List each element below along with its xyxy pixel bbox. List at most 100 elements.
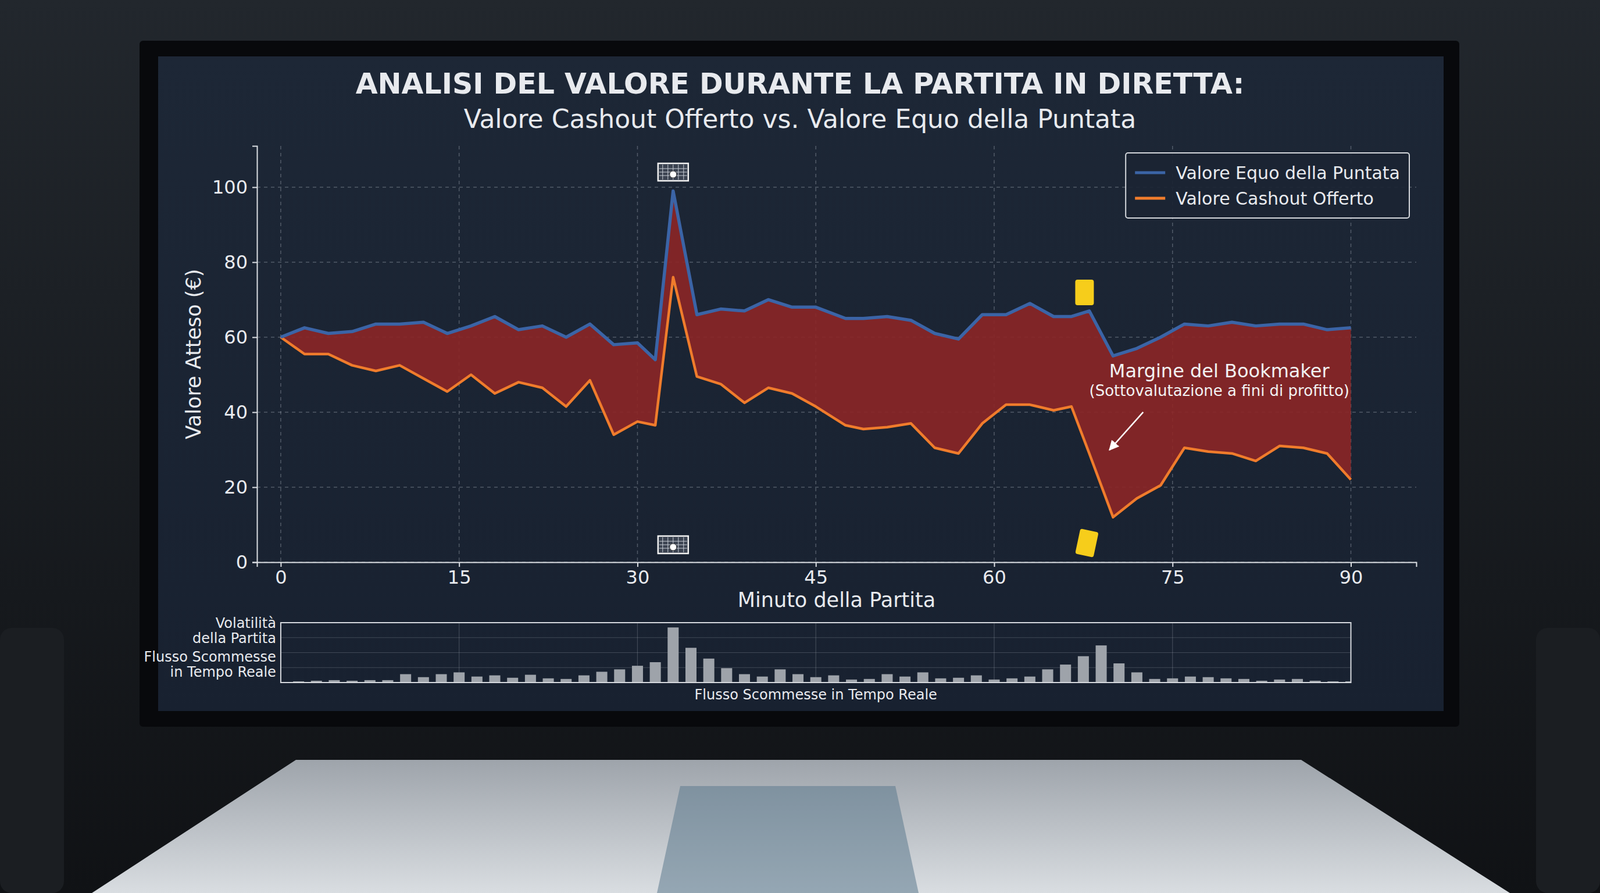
grid (280, 622, 1352, 683)
tick-label: 60 (223, 326, 248, 349)
tick: 0 (275, 562, 287, 589)
bar (1042, 669, 1054, 683)
bar (613, 669, 625, 683)
bar (827, 675, 839, 683)
tick: 80 (223, 251, 257, 274)
bar (703, 658, 715, 683)
bar (400, 674, 412, 683)
tick-label: 0 (275, 566, 287, 589)
goal-icon (658, 536, 689, 554)
y-axis-title: Valore Atteso (€) (181, 269, 206, 440)
table-glass (656, 786, 919, 893)
panel-label-line: Volatilità (215, 615, 277, 632)
bar (952, 677, 964, 683)
series-line (280, 277, 1352, 518)
tick-label: 80 (223, 251, 248, 274)
bar (543, 678, 555, 683)
bar (1059, 664, 1071, 683)
legend-swatch (1134, 197, 1166, 200)
yellow-card-icon (1075, 528, 1099, 558)
bar (917, 672, 929, 683)
bars (293, 627, 1351, 683)
bar (1006, 678, 1018, 683)
tick-label: 100 (212, 176, 248, 199)
chair-left (0, 627, 64, 893)
bar (1077, 656, 1089, 683)
yellow-card-icon (1075, 279, 1094, 306)
chair-right (1536, 627, 1600, 893)
plot-area (280, 190, 1352, 517)
chart-title: ANALISI DEL VALORE DURANTE LA PARTITA IN… (355, 67, 1245, 101)
tick-mark (252, 411, 257, 413)
tick-label: 30 (626, 566, 650, 589)
bar (631, 665, 644, 683)
bar (1184, 676, 1196, 683)
bar (792, 674, 804, 683)
bar (934, 678, 946, 683)
bar (1202, 677, 1214, 683)
grid-line-y (256, 486, 1417, 488)
bar (489, 675, 501, 683)
tick: 45 (804, 562, 828, 589)
x-axis-title: Minuto della Partita (737, 588, 936, 612)
bar (650, 662, 662, 683)
bar (970, 675, 982, 683)
tick: 90 (1339, 562, 1364, 589)
margin-area (280, 190, 1352, 517)
legend: Valore Equo della PuntataValore Cashout … (1125, 152, 1410, 219)
tick-label: 20 (223, 476, 248, 499)
bar (578, 675, 590, 683)
goal-frame (658, 163, 689, 181)
legend-box (1125, 152, 1410, 219)
grid-line-x (280, 145, 282, 563)
goal-frame (658, 536, 689, 554)
goal-ball (669, 170, 677, 178)
tick: 40 (223, 401, 257, 424)
bar (1220, 678, 1232, 683)
bar (453, 672, 465, 683)
tick-label: 40 (223, 401, 248, 424)
bar (525, 675, 537, 683)
goal-net (659, 168, 688, 170)
tick: 0 (236, 551, 257, 574)
annotation-text: Margine del Bookmaker (1109, 359, 1331, 382)
yellow-card (1075, 528, 1099, 558)
monitor-frame (139, 40, 1460, 727)
events (658, 163, 1099, 558)
bar (1166, 678, 1178, 683)
tick: 15 (447, 562, 472, 589)
bar (667, 627, 679, 683)
tick-mark (252, 186, 257, 188)
yellow-card (1075, 279, 1094, 306)
tick-mark (252, 336, 257, 338)
annotation-subtext: (Sottovalutazione a fini di profitto) (1089, 381, 1350, 400)
grid (256, 145, 1417, 563)
chart-svg: ANALISI DEL VALORE DURANTE LA PARTITA IN… (0, 0, 1600, 893)
tick-label: 15 (447, 566, 472, 589)
panel-label: Volatilitàdella Partita (192, 615, 277, 647)
grid-line-x (993, 622, 995, 683)
bar (506, 677, 519, 683)
bar (756, 676, 769, 683)
table (91, 759, 1510, 893)
axis: 0 20 40 60 80 100 (212, 146, 258, 574)
grid-line-x (1172, 622, 1173, 683)
tick: 75 (1161, 562, 1185, 589)
grid-line-x (815, 622, 817, 683)
tick-label: 60 (982, 566, 1007, 589)
bar (1024, 676, 1036, 683)
legend-swatch (1134, 171, 1166, 175)
axis-line (252, 146, 258, 563)
tick: 30 (626, 562, 650, 589)
axis-line (257, 562, 1417, 568)
bar (596, 671, 608, 683)
panel-label-line: Flusso Scommesse (143, 648, 276, 666)
chart-root: ANALISI DEL VALORE DURANTE LA PARTITA IN… (0, 0, 1600, 893)
panel-label: Flusso Scommessein Tempo Reale (143, 648, 276, 681)
tick-label: 75 (1161, 566, 1185, 589)
bar (418, 677, 430, 683)
panel-x-title: Flusso Scommesse in Tempo Reale (694, 686, 938, 703)
panel-frame (280, 622, 1352, 683)
bar (720, 668, 732, 683)
bar (899, 676, 911, 683)
